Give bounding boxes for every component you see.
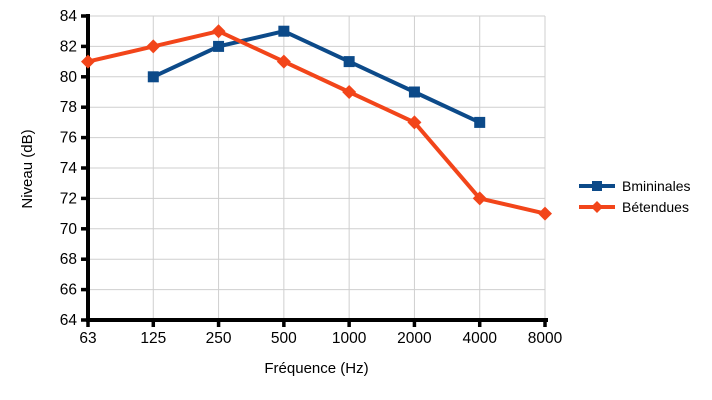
svg-text:68: 68 — [60, 251, 77, 268]
legend: Bmininales Bétendues — [579, 178, 690, 215]
legend-marker-blue-square-icon — [579, 179, 615, 193]
svg-text:78: 78 — [60, 99, 77, 116]
legend-label-bmininales: Bmininales — [622, 178, 691, 194]
y-axis-title: Niveau (dB) — [19, 129, 36, 209]
svg-text:72: 72 — [60, 190, 77, 207]
x-axis-title: Fréquence (Hz) — [264, 360, 369, 377]
svg-text:76: 76 — [60, 130, 77, 147]
svg-text:66: 66 — [60, 282, 77, 299]
svg-text:500: 500 — [271, 330, 297, 347]
svg-text:8000: 8000 — [528, 330, 563, 347]
legend-marker-orange-diamond-icon — [579, 200, 615, 214]
svg-text:4000: 4000 — [462, 330, 497, 347]
svg-text:63: 63 — [79, 330, 96, 347]
svg-text:125: 125 — [140, 330, 166, 347]
svg-text:80: 80 — [60, 69, 78, 86]
svg-text:1000: 1000 — [332, 330, 367, 347]
svg-text:64: 64 — [60, 312, 78, 329]
svg-text:2000: 2000 — [397, 330, 432, 347]
svg-text:250: 250 — [206, 330, 232, 347]
legend-label-betendues: Bétendues — [622, 199, 689, 215]
svg-text:84: 84 — [60, 8, 78, 25]
svg-text:70: 70 — [60, 221, 78, 238]
legend-item-bmininales: Bmininales — [579, 178, 690, 194]
svg-text:74: 74 — [60, 160, 78, 177]
svg-text:82: 82 — [60, 38, 77, 55]
legend-item-betendues: Bétendues — [579, 199, 690, 215]
